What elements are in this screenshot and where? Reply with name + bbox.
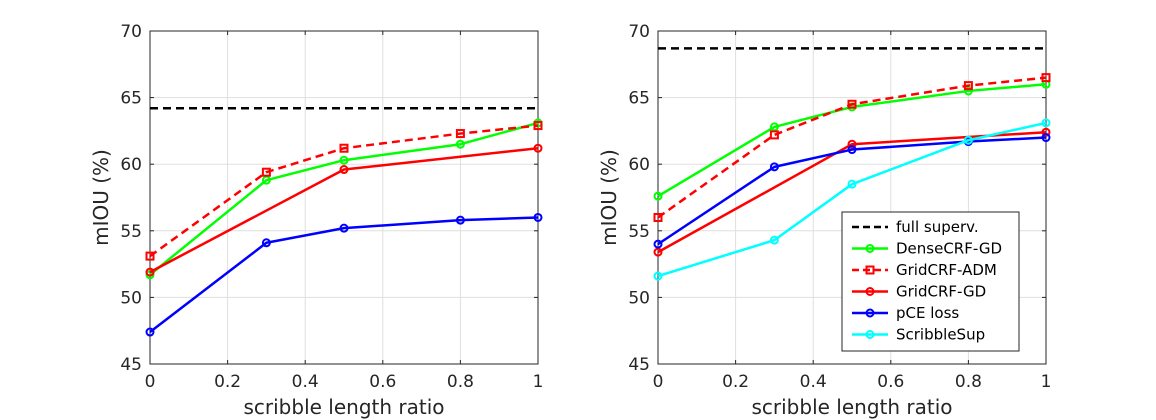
x-tick-label: 1 — [533, 372, 544, 392]
axes-box — [149, 30, 539, 365]
data-point-pce — [653, 239, 663, 249]
data-point-scribblesup — [847, 179, 857, 189]
data-point-pce — [769, 162, 779, 172]
series-scribblesup — [653, 118, 1051, 281]
x-tick-label: 0.4 — [800, 372, 827, 392]
x-tick-label: 0.4 — [292, 372, 319, 392]
legend-marker — [865, 244, 875, 253]
legend-marker — [865, 287, 875, 296]
data-point-densecrf_gd — [653, 191, 663, 201]
axes-box — [657, 30, 1047, 365]
series-gridcrf_gd — [145, 143, 543, 277]
data-point-densecrf_gd — [455, 139, 465, 149]
plot-area — [150, 31, 538, 364]
legend-box — [841, 211, 1020, 352]
legend-label-densecrf_gd: DenseCRF-GD — [896, 240, 1002, 258]
x-axis-label: scribble length ratio — [243, 395, 444, 419]
y-tick-label: 50 — [120, 288, 142, 308]
data-point-gridcrf_adm — [533, 121, 543, 131]
data-point-gridcrf_adm — [455, 129, 465, 139]
series-line-gridcrf_adm — [149, 124, 539, 258]
x-tick-label: 0.6 — [369, 372, 396, 392]
chart-panel-2: 0 0.2 0.4 0.6 0.8 1 45 50 55 60 65 70 scribble lengt… — [597, 22, 1051, 419]
data-point-gridcrf_gd — [847, 139, 857, 149]
data-point-gridcrf_adm — [339, 143, 349, 153]
x-tick-label: 0.2 — [214, 372, 241, 392]
data-point-gridcrf_gd — [339, 165, 349, 175]
data-point-pce — [455, 215, 465, 225]
y-tick-label: 50 — [628, 288, 650, 308]
data-point-pce — [261, 238, 271, 248]
x-tick-label: 0 — [653, 372, 664, 392]
series-gridcrf_adm — [653, 73, 1051, 222]
x-tick-label: 0.8 — [955, 372, 982, 392]
y-tick-label: 60 — [628, 155, 650, 175]
x-tick-label: 0.6 — [877, 372, 904, 392]
data-point-gridcrf_adm — [847, 99, 857, 109]
data-point-densecrf_gd — [339, 155, 349, 165]
y-tick-label: 45 — [628, 355, 650, 375]
x-tick-label: 1 — [1041, 372, 1052, 392]
data-point-pce — [1041, 133, 1051, 143]
data-point-pce — [847, 145, 857, 155]
data-point-scribblesup — [1041, 118, 1051, 128]
legend-label-gridcrf_gd: GridCRF-GD — [896, 283, 986, 301]
data-point-gridcrf_adm — [1041, 73, 1051, 83]
legend-label-gridcrf_adm: GridCRF-ADM — [896, 261, 997, 279]
series-line-densecrf_gd — [149, 121, 539, 276]
y-tick-label: 65 — [628, 89, 650, 109]
y-tick-label: 45 — [120, 355, 142, 375]
x-axis-label: scribble length ratio — [751, 395, 952, 419]
data-point-pce — [339, 223, 349, 233]
x-tick-label: 0.2 — [722, 372, 749, 392]
y-axis-label: mIOU (%) — [89, 149, 113, 246]
y-tick-label: 70 — [120, 22, 142, 42]
data-point-scribblesup — [653, 271, 663, 281]
chart-panel-1: 0 0.2 0.4 0.6 0.8 1 45 50 55 60 65 70 scribble lengt… — [89, 22, 543, 419]
data-point-scribblesup — [769, 235, 779, 245]
y-tick-label: 65 — [120, 89, 142, 109]
legend-label-scribblesup: ScribbleSup — [896, 326, 985, 344]
y-axis-label: mIOU (%) — [597, 149, 621, 246]
series-line-pce — [149, 216, 539, 334]
data-point-gridcrf_gd — [145, 267, 155, 277]
y-tick-label: 55 — [120, 222, 142, 242]
y-tick-label: 70 — [628, 22, 650, 42]
legend-label-pce: pCE loss — [896, 304, 959, 322]
series-line-pce — [657, 136, 1047, 246]
data-point-gridcrf_adm — [769, 130, 779, 140]
y-tick-label: 60 — [120, 155, 142, 175]
data-point-gridcrf_adm — [653, 212, 663, 222]
data-point-pce — [145, 327, 155, 337]
y-tick-label: 55 — [628, 222, 650, 242]
series-pce — [145, 212, 543, 337]
series-line-gridcrf_gd — [149, 146, 539, 274]
data-point-gridcrf_adm — [963, 81, 973, 91]
data-point-densecrf_gd — [963, 86, 973, 96]
legend-marker — [865, 308, 875, 318]
data-point-gridcrf_adm — [145, 251, 155, 261]
data-point-scribblesup — [963, 135, 973, 145]
data-point-pce — [533, 212, 543, 222]
series-line-gridcrf_adm — [657, 76, 1047, 219]
data-point-gridcrf_gd — [1041, 127, 1051, 137]
x-tick-label: 0 — [145, 372, 156, 392]
data-point-gridcrf_gd — [533, 143, 543, 153]
data-point-gridcrf_adm — [261, 167, 271, 177]
series-line-scribblesup — [657, 121, 1047, 278]
legend-marker — [865, 330, 875, 339]
legend-marker — [865, 265, 875, 275]
legend: full superv. DenseCRF-GD GridCRF-ADM GridCR… — [841, 211, 1020, 352]
x-tick-label: 0.8 — [447, 372, 474, 392]
series-gridcrf_adm — [145, 121, 543, 261]
legend-label-full: full superv. — [896, 218, 979, 236]
